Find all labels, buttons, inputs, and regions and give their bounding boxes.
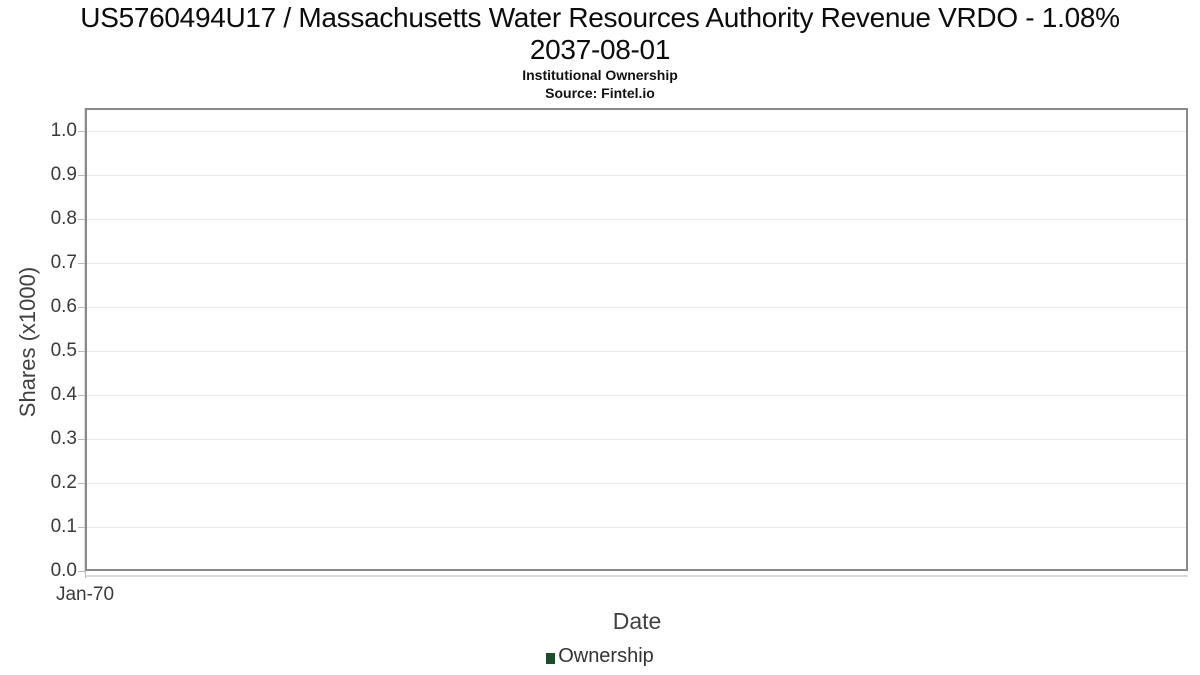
y-gridline: [87, 483, 1186, 484]
y-gridline: [87, 175, 1186, 176]
y-tick-label: 0.6: [50, 296, 77, 317]
x-axis-title: Date: [612, 608, 662, 634]
y-tick-mark: [78, 263, 85, 264]
y-gridline: [87, 219, 1186, 220]
y-tick-label: 0.7: [50, 252, 77, 273]
y-tick-mark: [78, 307, 85, 308]
y-tick-label: 0.0: [50, 560, 77, 581]
y-tick-label: 0.2: [50, 472, 77, 493]
y-tick-label: 0.9: [50, 164, 77, 185]
chart-title-line2: 2037-08-01: [529, 34, 671, 65]
y-tick-label: 0.5: [50, 340, 77, 361]
y-gridline: [87, 263, 1186, 264]
y-gridline: [87, 527, 1186, 528]
y-tick-mark: [78, 483, 85, 484]
y-tick-mark: [78, 395, 85, 396]
y-tick-label: 0.4: [50, 384, 77, 405]
y-gridline: [87, 395, 1186, 396]
chart-title-line1: US5760494U17 / Massachusetts Water Resou…: [80, 2, 1120, 33]
y-tick-mark: [78, 527, 85, 528]
chart-legend: Ownership: [0, 645, 1200, 668]
y-tick-label: 0.3: [50, 428, 77, 449]
chart-title: US5760494U17 / Massachusetts Water Resou…: [0, 2, 1200, 66]
y-gridline: [87, 307, 1186, 308]
chart-subtitle: Institutional Ownership: [522, 67, 678, 83]
y-tick-label: 0.8: [50, 208, 77, 229]
y-tick-mark: [78, 175, 85, 176]
x-tick-label: Jan-70: [55, 584, 115, 605]
x-tick-mark: [85, 571, 86, 578]
y-gridline: [87, 131, 1186, 132]
legend-series-label: Ownership: [558, 645, 654, 667]
y-gridline: [87, 351, 1186, 352]
y-tick-label: 1.0: [50, 120, 77, 141]
legend-item-ownership[interactable]: Ownership: [546, 645, 654, 668]
y-tick-mark: [78, 439, 85, 440]
y-axis-title: Shares (x1000): [15, 266, 40, 418]
y-tick-mark: [78, 571, 85, 572]
x-axis-line: [85, 575, 1188, 577]
y-tick-mark: [78, 351, 85, 352]
y-tick-mark: [78, 219, 85, 220]
legend-series-marker-icon: [546, 652, 556, 664]
y-gridline: [87, 439, 1186, 440]
y-axis-line: [84, 108, 85, 571]
y-tick-label: 0.1: [50, 516, 77, 537]
y-tick-mark: [78, 131, 85, 132]
chart-source: Source: Fintel.io: [545, 85, 655, 101]
plot-area: [85, 108, 1188, 571]
